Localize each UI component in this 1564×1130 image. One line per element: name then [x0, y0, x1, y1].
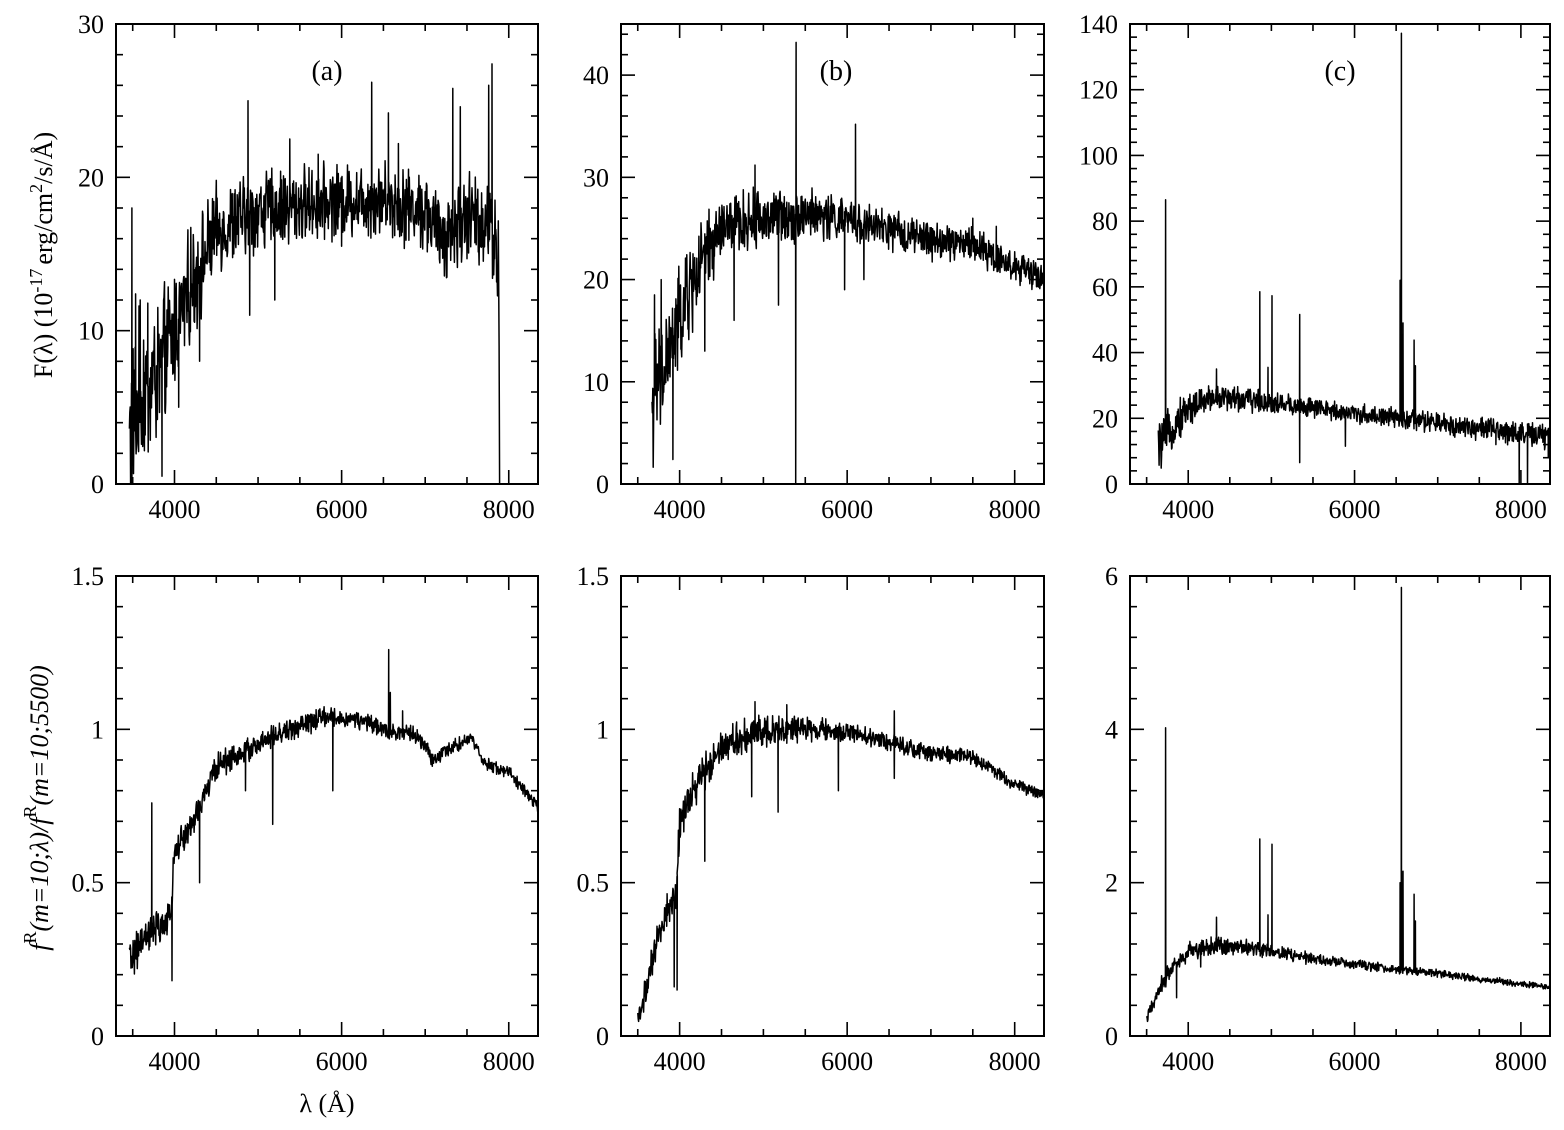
y-tick-label: 0	[596, 470, 609, 499]
spectrum-line	[637, 700, 1044, 1023]
spectrum-line	[1145, 586, 1550, 1023]
y-tick-label: 0	[596, 1022, 609, 1051]
x-tick-label: 8000	[483, 495, 535, 524]
x-tick-label: 4000	[148, 495, 200, 524]
y-axis-title-bottom: fR(m=10;λ)/fR(m=10;5500)	[20, 665, 54, 951]
y-tick-label: 140	[1079, 10, 1118, 39]
y-tick-label: 100	[1079, 141, 1118, 170]
y-tick-label: 30	[583, 163, 609, 192]
y-title-bottom-arg2: (m=10;5500)	[25, 665, 54, 805]
plot-frame	[1129, 23, 1551, 485]
y-title-bottom-f2: f	[25, 814, 54, 825]
y-tick-label: 0	[91, 1022, 104, 1051]
x-tick-label: 6000	[1329, 495, 1381, 524]
y-title-top-mid: erg/cm	[29, 193, 58, 265]
y-tick-label: 120	[1079, 76, 1118, 105]
spectrum-line	[1157, 32, 1550, 484]
y-tick-label: 1.5	[72, 562, 105, 591]
y-tick-label: 20	[1092, 404, 1118, 433]
panel-label: (b)	[820, 56, 853, 87]
spectrum-line	[128, 648, 538, 982]
y-title-top-suffix: /s/Å)	[29, 132, 58, 184]
y-title-bottom-f1: f	[25, 940, 54, 951]
x-tick-label: 4000	[1162, 495, 1214, 524]
y-tick-label: 0	[91, 470, 104, 499]
x-tick-label: 8000	[1495, 1047, 1547, 1076]
panel-bottom-a: 4000 6000 8000 0 0.5 1 1.5	[72, 562, 539, 1076]
y-title-top-exp: -17	[26, 269, 46, 293]
y-tick-label: 0	[1105, 470, 1118, 499]
x-tick-label: 6000	[316, 1047, 368, 1076]
panel-bottom-c: 4000 6000 8000 0 2 4 6	[1105, 562, 1551, 1076]
x-tick-label: 4000	[1162, 1047, 1214, 1076]
x-tick-label: 8000	[1495, 495, 1547, 524]
y-tick-label: 80	[1092, 207, 1118, 236]
y-tick-label: 2	[1105, 869, 1118, 898]
x-axis-title: λ (Å)	[299, 1089, 354, 1118]
plot-frame	[115, 575, 539, 1037]
y-title-bottom-sup2: R	[20, 806, 40, 818]
y-axis-title-top: F(λ) (10-17 erg/cm2/s/Å)	[26, 132, 58, 378]
y-tick-label: 20	[583, 266, 609, 295]
spectrum-line	[128, 63, 501, 484]
y-title-bottom-arg1: (m=10;λ)/	[25, 822, 54, 932]
y-title-top-exp2: 2	[26, 184, 46, 193]
x-tick-label: 8000	[989, 495, 1041, 524]
x-tick-label: 6000	[821, 1047, 873, 1076]
y-tick-label: 0	[1105, 1022, 1118, 1051]
plot-frame	[620, 575, 1045, 1037]
y-tick-label: 30	[78, 10, 104, 39]
y-tick-label: 1.5	[577, 562, 610, 591]
y-tick-label: 10	[78, 317, 104, 346]
y-tick-label: 1	[91, 715, 104, 744]
panel-bottom-b: 4000 6000 8000 0 0.5 1 1.5	[577, 562, 1045, 1076]
y-title-bottom-sup1: R	[20, 932, 40, 944]
x-tick-label: 8000	[483, 1047, 535, 1076]
panel-top-a: 4000 6000 8000 0 10 20 30 (a)	[78, 10, 539, 524]
spectrum-line	[651, 41, 1044, 484]
panel-top-c: 4000 6000 8000 0 20 40 60 80 100 120 140 (c)	[1079, 10, 1551, 524]
x-tick-label: 6000	[316, 495, 368, 524]
y-tick-label: 0.5	[577, 869, 610, 898]
y-tick-label: 60	[1092, 273, 1118, 302]
y-tick-label: 40	[583, 61, 609, 90]
y-tick-label: 1	[596, 715, 609, 744]
x-tick-label: 6000	[821, 495, 873, 524]
y-tick-label: 40	[1092, 339, 1118, 368]
x-tick-label: 4000	[654, 1047, 706, 1076]
x-tick-label: 4000	[654, 495, 706, 524]
x-tick-label: 4000	[148, 1047, 200, 1076]
plot-frame	[1129, 575, 1551, 1037]
y-tick-label: 6	[1105, 562, 1118, 591]
y-tick-label: 0.5	[72, 869, 105, 898]
y-title-top-prefix: F(λ) (10	[29, 293, 58, 379]
x-tick-label: 6000	[1329, 1047, 1381, 1076]
panel-label: (c)	[1324, 56, 1355, 87]
x-tick-label: 8000	[989, 1047, 1041, 1076]
y-tick-label: 10	[583, 368, 609, 397]
plot-frame	[115, 23, 539, 485]
y-tick-label: 20	[78, 163, 104, 192]
plot-frame	[620, 23, 1045, 485]
panel-label: (a)	[311, 56, 342, 87]
panel-top-b: 4000 6000 8000 0 10 20 30 40 (b)	[583, 23, 1045, 524]
y-tick-label: 4	[1105, 715, 1118, 744]
